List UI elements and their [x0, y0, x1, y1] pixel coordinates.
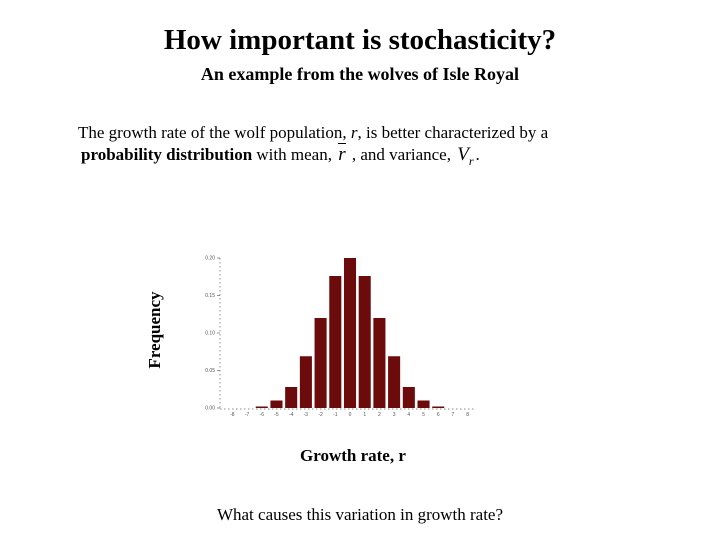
histogram-bar [285, 387, 298, 408]
histogram-bar [343, 258, 357, 408]
histogram-bar [402, 387, 415, 408]
intro-paragraph: The growth rate of the wolf population, … [78, 122, 638, 172]
x-tick-label: -1 [333, 412, 338, 418]
x-tick-label: 1 [363, 412, 366, 418]
histogram-bar [373, 318, 386, 408]
intro-text-5: . [475, 145, 480, 164]
slide-title: How important is stochasticity? [163, 24, 557, 56]
intro-text-2: , is better characterized by a [357, 123, 549, 142]
x-tick-label: 6 [437, 412, 440, 418]
variance-subscript: r [468, 153, 474, 168]
x-tick-label: -5 [274, 412, 279, 418]
frequency-histogram: 0.00 0.05 0.10 0.15 0.20 -8 -7 -6 -5 -4 -3 -2 -1 0 1 2 3… [205, 256, 475, 418]
x-axis-label-text: Growth rate, r [300, 446, 406, 465]
histogram-bar [329, 276, 342, 408]
r-variable: r [350, 123, 358, 142]
x-tick-label: 7 [452, 412, 455, 418]
mean-symbol: r [338, 143, 347, 165]
y-tick-label: 0.15 [205, 293, 215, 299]
histogram-bar [417, 400, 430, 408]
intro-line-2: probability distribution with mean, r , … [78, 143, 638, 172]
y-tick-label: 0.00 [205, 406, 215, 412]
x-tick-label: 4 [407, 412, 410, 418]
histogram-bar [432, 406, 445, 408]
y-tick-label: 0.05 [205, 368, 215, 374]
x-tick-label: -7 [245, 412, 250, 418]
x-tick-label: 5 [422, 412, 425, 418]
histogram-bar [270, 400, 283, 408]
variance-letter: V [457, 144, 469, 165]
x-tick-label: 2 [378, 412, 381, 418]
y-tick-label: 0.10 [205, 331, 215, 337]
closing-question: What causes this variation in growth rat… [216, 505, 504, 524]
x-tick-label: 3 [393, 412, 396, 418]
x-axis-label: Growth rate, r [300, 446, 406, 466]
x-tick-label: -8 [230, 412, 235, 418]
histogram-bar [358, 276, 371, 408]
x-tick-label: -6 [260, 412, 265, 418]
x-tick-label: 0 [349, 412, 352, 418]
y-axis-label: Frequency [145, 291, 164, 369]
intro-text-4: , and variance, [351, 145, 451, 164]
histogram-bar [314, 318, 327, 408]
histogram-bar [388, 356, 401, 408]
histogram-bar [299, 356, 312, 408]
intro-text-1: The growth rate of the wolf population, [78, 123, 351, 142]
x-tick-label: -3 [304, 412, 309, 418]
intro-text-3: with mean, [252, 145, 332, 164]
slide-subtitle: An example from the wolves of Isle Royal [200, 64, 520, 84]
bold-term: probability distribution [81, 145, 253, 164]
variance-symbol: Vr [457, 144, 473, 172]
histogram-bar [255, 406, 268, 408]
y-tick-label: 0.20 [205, 256, 215, 262]
x-tick-label: -2 [318, 412, 323, 418]
intro-line-1: The growth rate of the wolf population, … [78, 122, 638, 144]
x-tick-label: -4 [289, 412, 294, 418]
x-tick-label: 8 [466, 412, 469, 418]
